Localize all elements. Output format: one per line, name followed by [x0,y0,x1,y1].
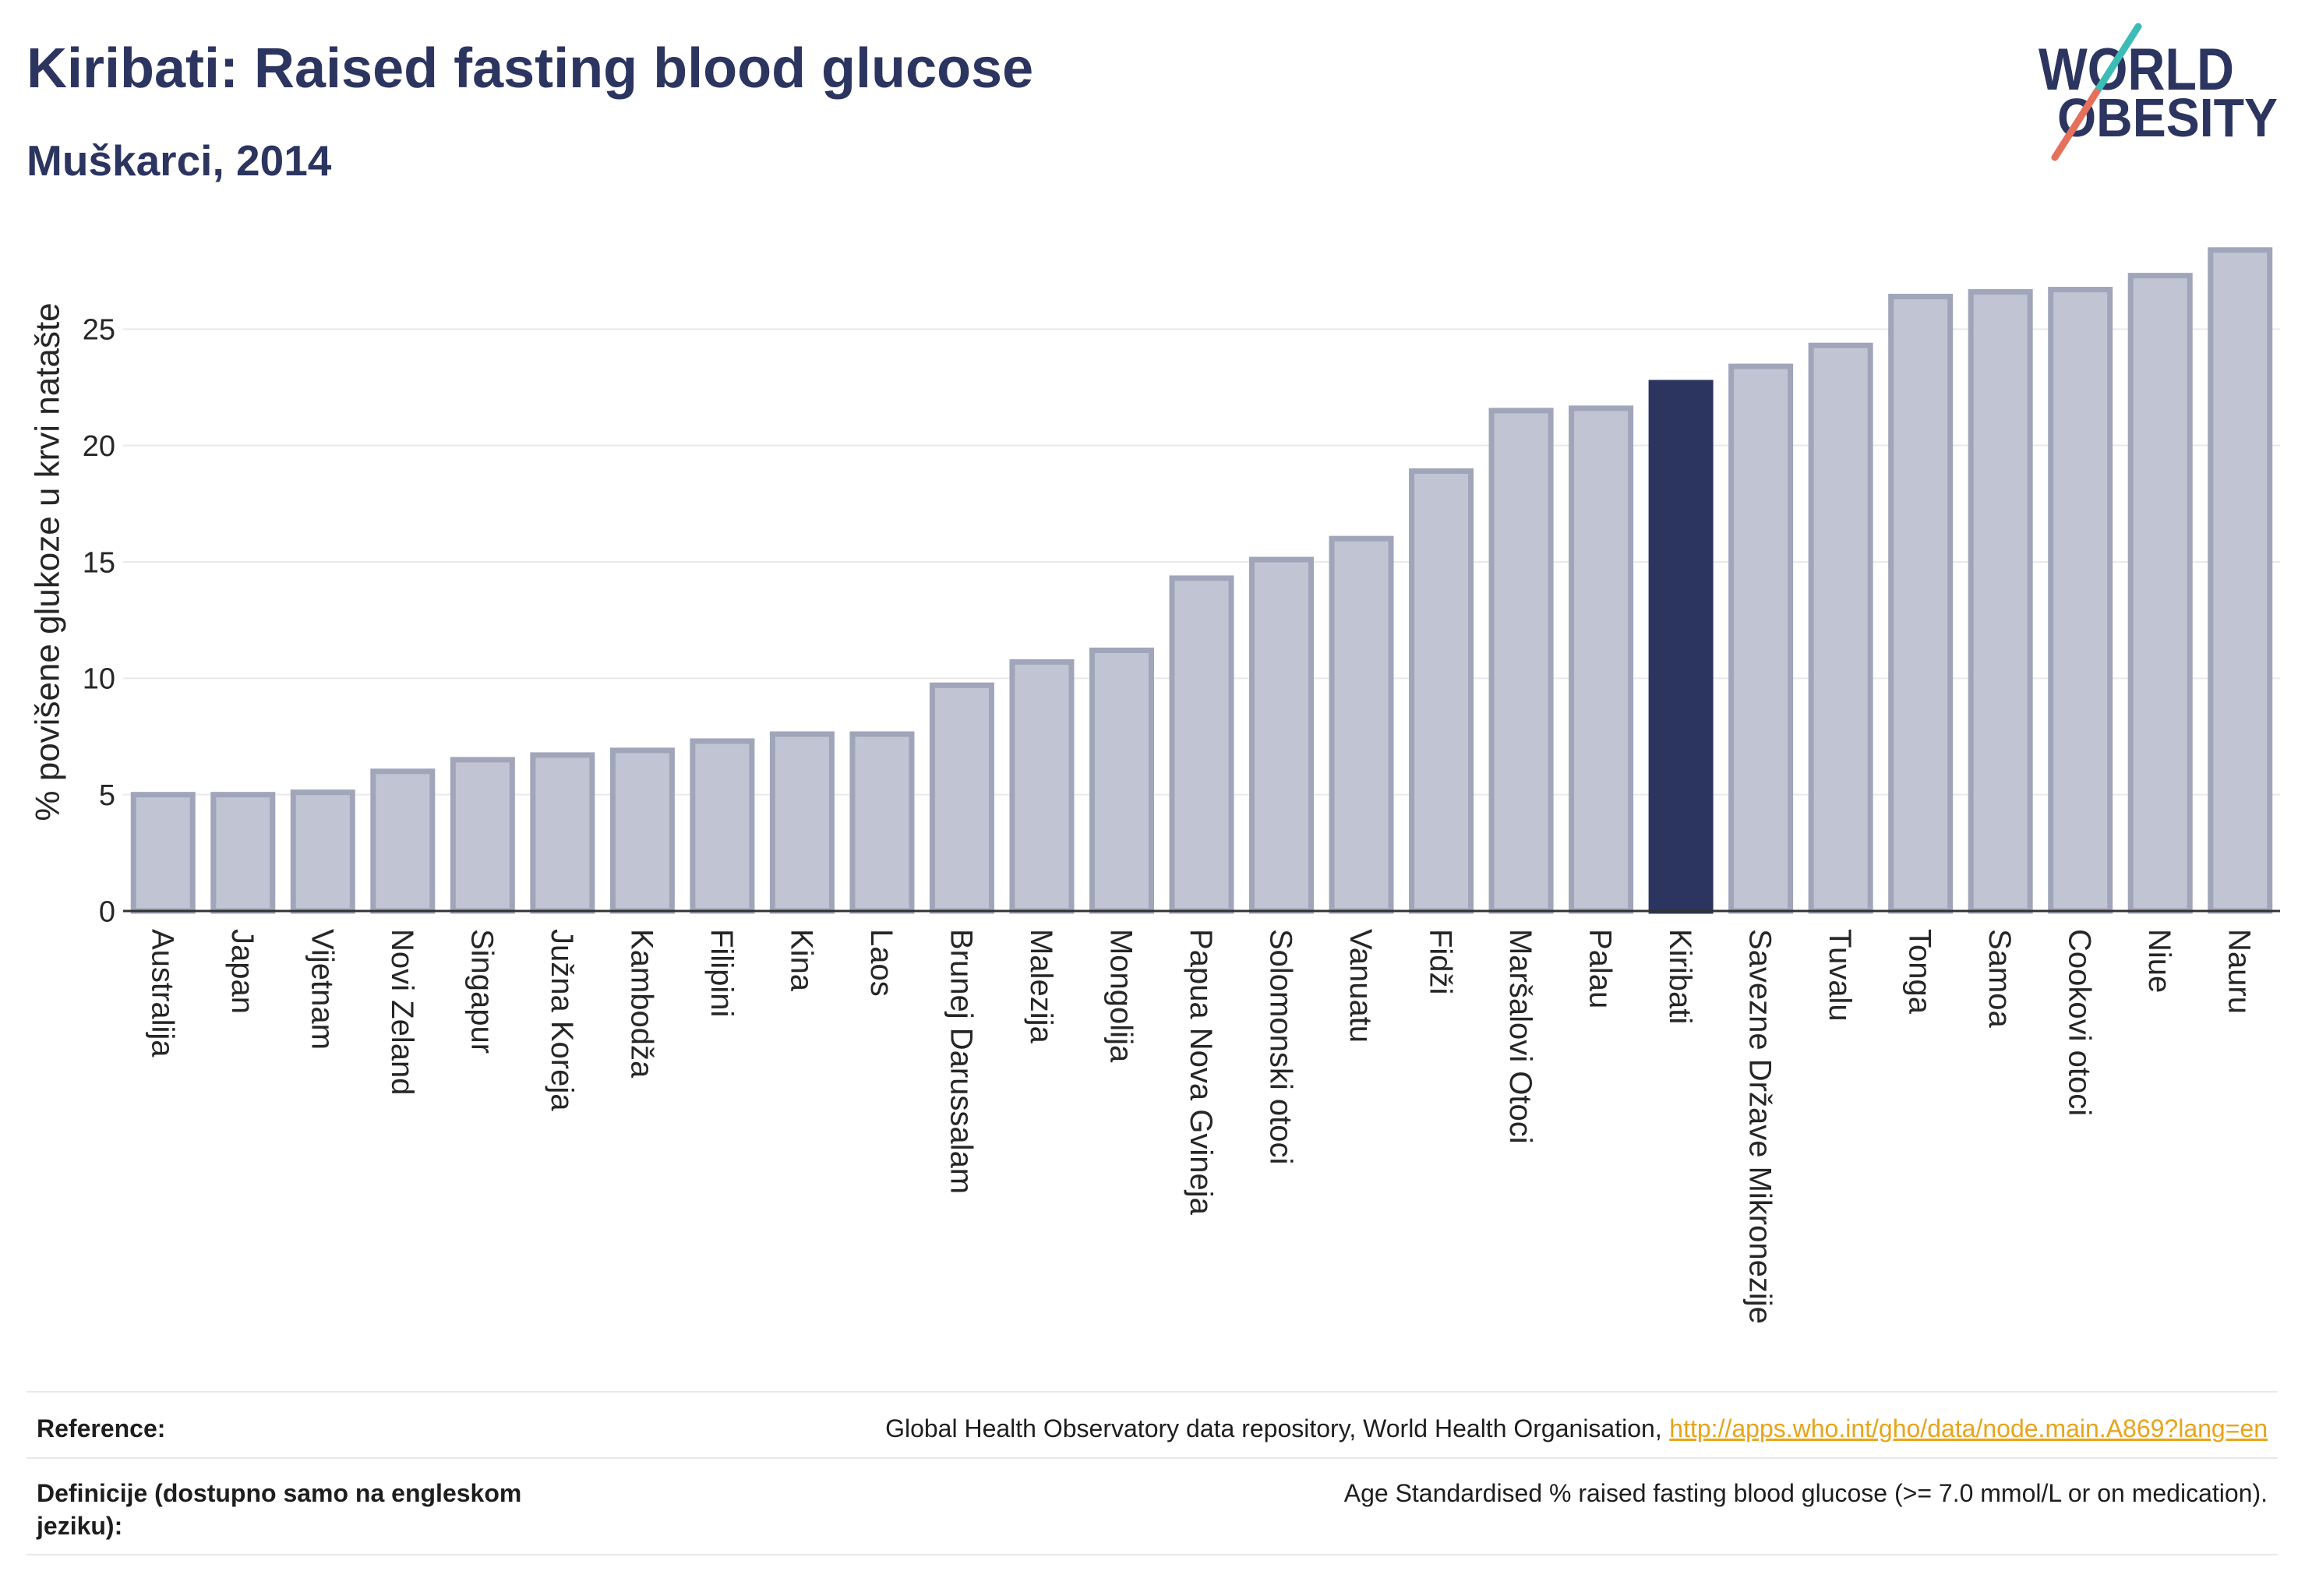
x-tick-label: Solomonski otoci [1264,929,1298,1164]
reference-text: Global Health Observatory data repositor… [885,1414,1662,1442]
bar-savezne-drzave-mikronezije [1728,363,1794,914]
definition-label: Definicije (dostupno samo na engleskom j… [37,1479,522,1540]
logo-line-1: WORLD [2038,37,2234,103]
bar-kambodza [609,747,675,914]
bar-cookovi-otoci [2048,287,2113,914]
bar-juzna-koreja [530,752,595,914]
bar-solomonski-otoci [1249,556,1315,914]
bar-fidzi [1409,468,1474,914]
bar-laos [849,731,915,914]
y-tick-label: 15 [83,546,115,579]
bar-vijetnam [290,789,355,914]
bar-australija [130,792,196,914]
footer-divider-top [26,1391,2278,1393]
y-tick-label: 25 [83,314,115,347]
world-obesity-logo: WORLD OBESITY [2038,23,2278,161]
x-tick-label: Kiribati [1663,929,1697,1024]
y-tick-label: 10 [83,663,115,696]
x-tick-label: Tonga [1903,929,1937,1015]
x-axis-tick-labels: Australija Japan Vijetnam Novi Zeland Singap… [145,929,2256,1324]
x-tick-label: Palau [1583,929,1618,1008]
x-tick-label: Maršalovi Otoci [1503,929,1537,1144]
bar-palau [1569,405,1634,914]
bar-tuvalu [1808,342,1873,914]
x-tick-label: Cookovi otoci [2063,929,2097,1116]
bar-filipini [690,738,755,914]
x-tick-label: Singapur [464,929,499,1054]
bars [130,247,2273,914]
x-tick-label: Brunej Darussalam [944,929,978,1194]
x-tick-label: Samoa [1982,929,2017,1028]
reference-label: Reference: [37,1414,166,1442]
y-tick-label: 0 [99,895,115,928]
x-tick-label: Južna Koreja [545,929,579,1111]
bar-mongolija [1089,647,1154,914]
logo-slash-teal [2093,23,2142,96]
definition-text: Age Standardised % raised fasting blood … [1343,1479,2268,1507]
bar-marsalovi-otoci [1488,408,1554,914]
reference-link[interactable]: http://apps.who.int/gho/data/node.main.A… [1669,1414,2268,1442]
x-tick-label: Savezne Države Mikronezije [1743,929,1777,1324]
bar-kiribati [1648,380,1714,914]
x-tick-label: Australija [145,929,179,1058]
bar-tonga [1888,294,1954,914]
x-tick-label: Malezija [1024,929,1058,1043]
x-tick-label: Vijetnam [305,929,339,1050]
x-tick-label: Niue [2142,929,2176,993]
chart-subtitle: Muškarci, 2014 [26,136,332,185]
bar-kina [769,731,835,914]
x-tick-label: Kambodža [624,929,658,1079]
chart-title: Kiribati: Raised fasting blood glucose [26,37,1034,100]
x-tick-label: Mongolija [1103,929,1138,1063]
x-tick-label: Nauru [2222,929,2257,1014]
bar-chart: 0 5 10 15 20 25 Australija Japan Vijetnam Novi Z… [28,247,2280,1324]
footer-divider-middle [26,1457,2278,1459]
bar-japan [210,792,276,914]
reference-value: Global Health Observatory data repositor… [885,1412,2268,1445]
x-tick-label: Fidži [1424,929,1458,994]
bar-malezija [1009,659,1075,914]
x-tick-label: Papua Nova Gvineja [1184,929,1218,1216]
x-tick-label: Laos [864,929,898,997]
bar-brunej-darussalam [929,682,994,914]
y-axis-ticks: 0 5 10 15 20 25 [83,314,115,929]
y-tick-label: 5 [99,779,115,812]
bar-novi-zeland [370,768,436,914]
bar-nauru [2208,247,2273,914]
bar-papua-nova-gvineja [1169,575,1234,914]
y-axis-title: % povišene glukoze u krvi natašte [28,302,66,821]
x-tick-label: Vanuatu [1343,929,1378,1043]
x-tick-label: Tuvalu [1823,929,1857,1022]
bar-vanuatu [1329,535,1394,914]
x-tick-label: Filipini [704,929,739,1017]
footer-divider-bottom [26,1554,2278,1555]
logo-slash-coral [2051,88,2100,161]
bar-niue [2127,273,2193,914]
bar-singapur [450,757,515,914]
y-tick-label: 20 [83,430,115,463]
x-tick-label: Kina [784,929,818,992]
x-tick-label: Novi Zeland [385,929,419,1095]
x-tick-label: Japan [225,929,259,1014]
bar-samoa [1968,289,2033,914]
